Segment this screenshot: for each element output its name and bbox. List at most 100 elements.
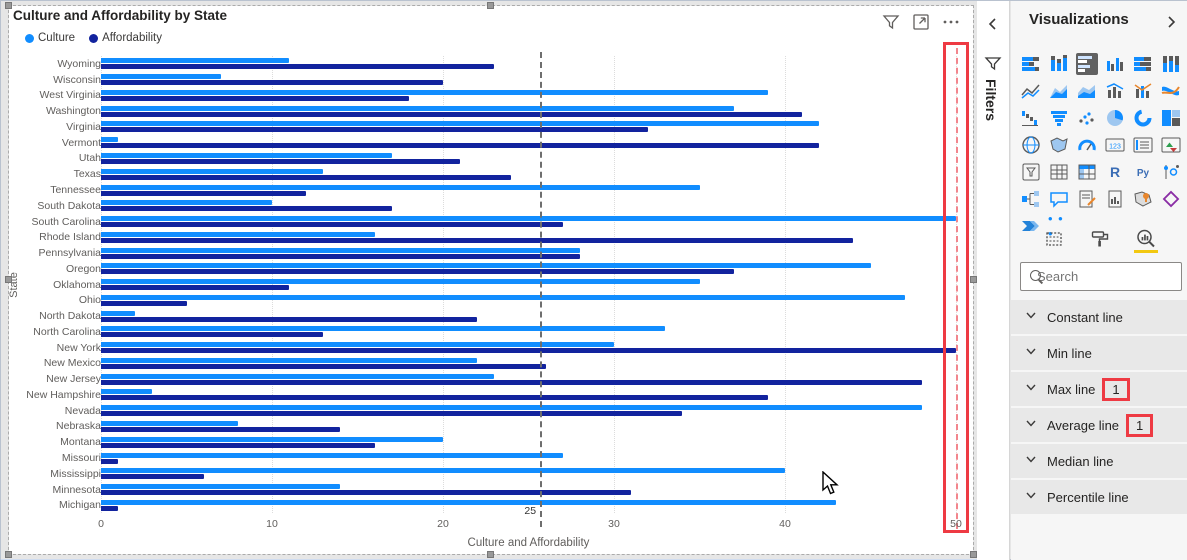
- expand-filters-chevron-left-icon[interactable]: [984, 15, 1002, 33]
- search-input[interactable]: [1037, 269, 1187, 284]
- bar-affordability[interactable]: [101, 253, 580, 259]
- bar-culture[interactable]: [101, 137, 119, 143]
- bar-culture[interactable]: [101, 247, 580, 253]
- bar-culture[interactable]: [101, 405, 922, 411]
- bar-affordability[interactable]: [101, 95, 409, 101]
- bar-affordability[interactable]: [101, 111, 803, 117]
- tab-format[interactable]: [1088, 227, 1112, 253]
- waterfall-chart-icon[interactable]: [1020, 107, 1042, 129]
- multi-row-card-icon[interactable]: [1132, 134, 1154, 156]
- python-visual-icon[interactable]: Py: [1132, 161, 1154, 183]
- map-icon[interactable]: [1020, 134, 1042, 156]
- collapse-pane-chevron-right-icon[interactable]: [1162, 13, 1180, 31]
- bar-affordability[interactable]: [101, 442, 375, 448]
- section-percentile-line[interactable]: Percentile line: [1011, 480, 1187, 514]
- bar-affordability[interactable]: [101, 426, 341, 432]
- 100-stacked-bar-chart-icon[interactable]: [1132, 53, 1154, 75]
- line-chart-icon[interactable]: [1020, 80, 1042, 102]
- section-median-line[interactable]: Median line: [1011, 444, 1187, 478]
- tab-fields[interactable]: [1042, 227, 1066, 253]
- bar-culture[interactable]: [101, 216, 956, 222]
- bar-culture[interactable]: [101, 89, 768, 95]
- bar-affordability[interactable]: [101, 379, 922, 385]
- bar-culture[interactable]: [101, 279, 700, 285]
- bar-culture[interactable]: [101, 105, 734, 111]
- bar-culture[interactable]: [101, 152, 392, 158]
- clustered-column-chart-icon[interactable]: [1104, 53, 1126, 75]
- bar-culture[interactable]: [101, 484, 341, 490]
- resize-handle-top-left[interactable]: [5, 2, 12, 9]
- stacked-bar-chart-icon[interactable]: [1020, 53, 1042, 75]
- bar-culture[interactable]: [101, 184, 700, 190]
- bar-culture[interactable]: [101, 58, 290, 64]
- legend-item-culture[interactable]: Culture: [25, 32, 75, 44]
- bar-culture[interactable]: [101, 200, 272, 206]
- bar-affordability[interactable]: [101, 222, 563, 228]
- resize-handle-bottom-mid[interactable]: [487, 551, 494, 558]
- r-script-visual-icon[interactable]: R: [1104, 161, 1126, 183]
- bar-culture[interactable]: [101, 168, 324, 174]
- paginated-report-icon[interactable]: [1104, 188, 1126, 210]
- bar-culture[interactable]: [101, 121, 820, 127]
- bar-affordability[interactable]: [101, 458, 119, 464]
- gauge-icon[interactable]: [1076, 134, 1098, 156]
- section-constant-line[interactable]: Constant line: [1011, 300, 1187, 334]
- bar-culture[interactable]: [101, 342, 614, 348]
- pie-chart-icon[interactable]: [1104, 107, 1126, 129]
- card-icon[interactable]: 123: [1104, 134, 1126, 156]
- bar-affordability[interactable]: [101, 285, 290, 291]
- bar-culture[interactable]: [101, 499, 837, 505]
- bar-affordability[interactable]: [101, 237, 854, 243]
- tab-analytics[interactable]: [1133, 227, 1158, 253]
- bar-affordability[interactable]: [101, 505, 119, 511]
- more-visuals-icon[interactable]: • • •: [1048, 211, 1064, 241]
- line-and-stacked-column-chart-icon[interactable]: [1104, 80, 1126, 102]
- bar-affordability[interactable]: [101, 206, 392, 212]
- bar-affordability[interactable]: [101, 332, 324, 338]
- smart-narrative-icon[interactable]: [1076, 188, 1098, 210]
- treemap-icon[interactable]: [1160, 107, 1182, 129]
- ribbon-chart-icon[interactable]: [1160, 80, 1182, 102]
- bar-affordability[interactable]: [101, 411, 683, 417]
- bar-culture[interactable]: [101, 436, 443, 442]
- bar-culture[interactable]: [101, 468, 785, 474]
- more-options-icon[interactable]: [941, 12, 961, 32]
- bar-culture[interactable]: [101, 357, 478, 363]
- stacked-column-chart-icon[interactable]: [1048, 53, 1070, 75]
- bar-affordability[interactable]: [101, 348, 956, 354]
- donut-chart-icon[interactable]: [1132, 107, 1154, 129]
- 100-stacked-column-chart-icon[interactable]: [1160, 53, 1182, 75]
- bar-affordability[interactable]: [101, 174, 512, 180]
- bar-affordability[interactable]: [101, 395, 768, 401]
- bar-culture[interactable]: [101, 74, 221, 80]
- bar-affordability[interactable]: [101, 158, 461, 164]
- matrix-icon[interactable]: [1076, 161, 1098, 183]
- power-automate-icon[interactable]: [1020, 215, 1042, 237]
- section-min-line[interactable]: Min line: [1011, 336, 1187, 370]
- bar-culture[interactable]: [101, 373, 495, 379]
- bar-affordability[interactable]: [101, 143, 820, 149]
- area-chart-icon[interactable]: [1048, 80, 1070, 102]
- power-apps-icon[interactable]: [1160, 188, 1182, 210]
- bar-affordability[interactable]: [101, 64, 495, 70]
- bar-culture[interactable]: [101, 326, 666, 332]
- bar-culture[interactable]: [101, 420, 238, 426]
- legend-item-affordability[interactable]: Affordability: [89, 32, 162, 44]
- stacked-area-chart-icon[interactable]: [1076, 80, 1098, 102]
- kpi-icon[interactable]: [1160, 134, 1182, 156]
- bar-affordability[interactable]: [101, 80, 443, 86]
- bar-affordability[interactable]: [101, 300, 187, 306]
- q-and-a-icon[interactable]: [1048, 188, 1070, 210]
- key-influencers-icon[interactable]: [1160, 161, 1182, 183]
- bar-culture[interactable]: [101, 263, 871, 269]
- bar-affordability[interactable]: [101, 490, 632, 496]
- resize-handle-right-mid[interactable]: [970, 276, 977, 283]
- bar-affordability[interactable]: [101, 363, 546, 369]
- bar-affordability[interactable]: [101, 190, 307, 196]
- filters-pane-label[interactable]: Filters: [983, 79, 999, 122]
- bar-affordability[interactable]: [101, 316, 478, 322]
- bar-culture[interactable]: [101, 452, 563, 458]
- section-average-line[interactable]: Average line 1: [1011, 408, 1187, 442]
- resize-handle-bottom-right[interactable]: [970, 551, 977, 558]
- scatter-chart-icon[interactable]: [1076, 107, 1098, 129]
